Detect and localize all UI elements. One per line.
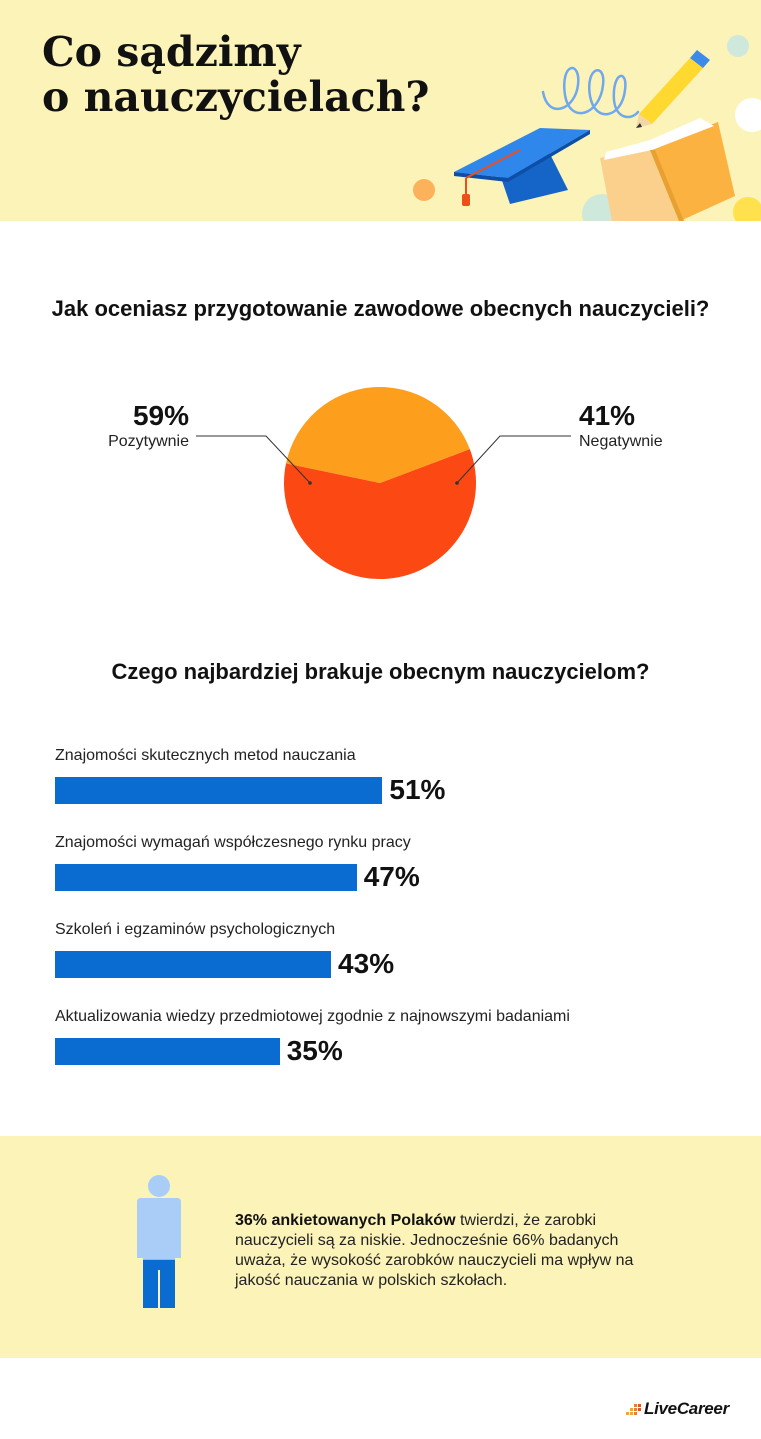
salary-info-highlight: 36% ankietowanych Polaków — [235, 1212, 456, 1229]
bar-chart: Znajomości skutecznych metod nauczania 5… — [55, 745, 715, 1093]
salary-info-text: 36% ankietowanych Polaków twierdzi, że z… — [235, 1211, 655, 1291]
pie-label-pozytywnie: 59% Pozytywnie — [102, 400, 189, 452]
salary-info-body: twierdzi, że zarobki nauczycieli są za n… — [235, 1212, 634, 1289]
leader-dot — [455, 481, 459, 485]
bar-chart-title: Czego najbardziej brakuje obecnym nauczy… — [111, 659, 650, 684]
pie-slice-negatywnie — [286, 386, 470, 483]
leader-line-pozytywnie — [196, 435, 311, 484]
livecareer-logo: LiveCareer — [626, 1397, 729, 1421]
book-icon — [600, 118, 735, 221]
bar — [55, 1038, 280, 1065]
bar-category-label: Szkoleń i egzaminów psychologicznych — [55, 921, 336, 938]
deco-circle-icon — [727, 35, 749, 57]
deco-circle-icon — [735, 98, 761, 132]
pie-chart: 59% Pozytywnie 41% Negatywnie — [0, 360, 761, 600]
pie-label-negatywnie: 41% Negatywnie — [579, 400, 663, 452]
salary-info-box: 36% ankietowanych Polaków twierdzi, że z… — [0, 1136, 761, 1358]
pie-value-label: 59% — [132, 400, 189, 431]
page-title: Co sądzimy o nauczycielach? — [42, 30, 429, 120]
pie-value-label: 41% — [579, 400, 636, 431]
bar-value-label: 47% — [363, 861, 420, 892]
bar-row: Znajomości skutecznych metod nauczania 5… — [55, 745, 715, 832]
person-icon — [137, 1175, 181, 1308]
deco-circle-icon — [733, 197, 761, 221]
pie-category-label: Negatywnie — [579, 433, 663, 450]
title-line-2: o nauczycielach? — [42, 73, 430, 121]
bar-value-label: 43% — [338, 948, 395, 979]
bar-category-label: Znajomości wymagań współczesnego rynku p… — [55, 834, 411, 851]
bar-category-label: Znajomości skutecznych metod nauczania — [55, 747, 356, 764]
pie-category-label: Pozytywnie — [108, 433, 189, 450]
pencil-icon — [636, 50, 710, 128]
bar — [55, 777, 383, 804]
graduation-cap-icon — [454, 128, 590, 206]
title-line-1: Co sądzimy — [42, 28, 301, 76]
pie-chart-svg — [196, 386, 571, 579]
bar-row: Znajomości wymagań współczesnego rynku p… — [55, 832, 715, 919]
bar-category-label: Aktualizowania wiedzy przedmiotowej zgod… — [55, 1008, 570, 1025]
deco-circle-icon — [413, 179, 435, 201]
education-illustration — [413, 35, 761, 221]
bar — [55, 951, 332, 978]
scribble-icon — [541, 66, 640, 119]
pie-slice-pozytywnie — [284, 449, 477, 579]
bar-value-label: 35% — [286, 1035, 343, 1066]
bar-value-label: 51% — [389, 774, 446, 805]
bar-row: Szkoleń i egzaminów psychologicznych 43% — [55, 919, 715, 1006]
leader-line-negatywnie — [456, 435, 571, 484]
livecareer-logo-icon — [626, 1404, 641, 1415]
pie-chart-title: Jak oceniasz przygotowanie zawodowe obec… — [51, 296, 710, 321]
leader-dot — [308, 481, 312, 485]
brand-name: LiveCareer — [644, 1399, 729, 1418]
bar — [55, 864, 357, 891]
header-banner: Co sądzimy o nauczycielach? — [0, 0, 761, 221]
bar-row: Aktualizowania wiedzy przedmiotowej zgod… — [55, 1006, 715, 1093]
